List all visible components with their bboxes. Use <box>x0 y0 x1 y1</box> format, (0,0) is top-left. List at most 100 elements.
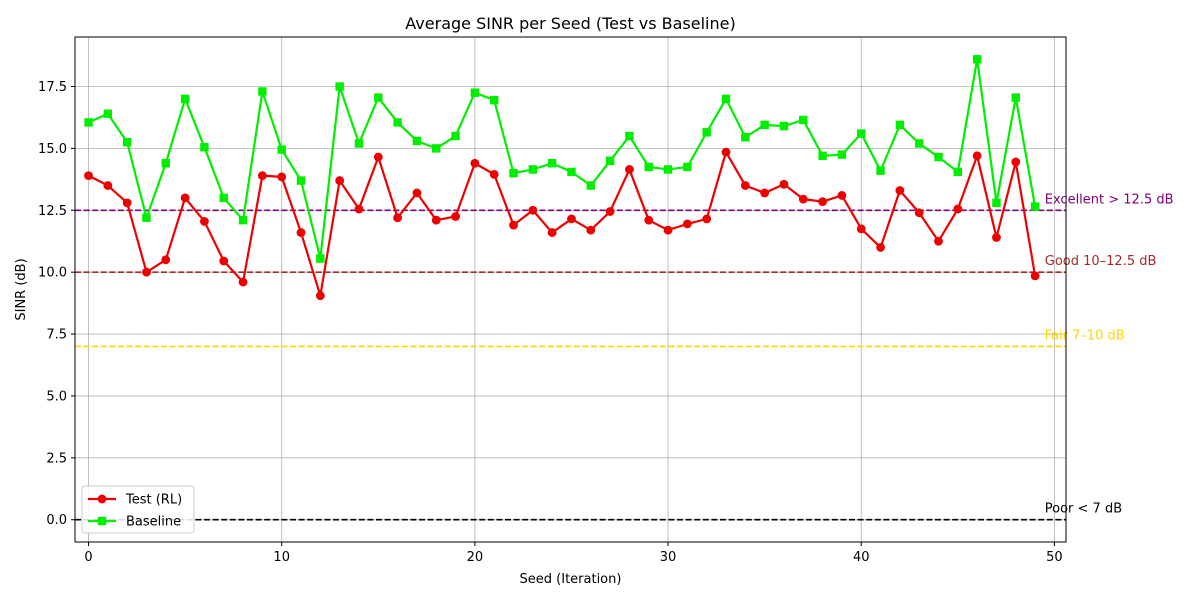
data-point-test <box>953 204 963 214</box>
data-point-test <box>914 208 924 218</box>
y-tick-label: 2.5 <box>46 451 67 466</box>
data-point-test <box>354 204 364 214</box>
data-point-baseline <box>316 254 325 263</box>
data-point-baseline <box>161 159 170 168</box>
data-point-baseline <box>122 138 132 147</box>
reference-line-label: Poor < 7 dB <box>1045 502 1122 517</box>
data-point-test <box>1011 157 1021 167</box>
series-line-test <box>88 151 1037 297</box>
y-tick-label: 5.0 <box>46 389 67 404</box>
data-point-test <box>740 181 750 190</box>
data-point-baseline <box>895 120 905 130</box>
data-point-test <box>431 215 441 225</box>
x-tick-label: 0 <box>84 550 92 565</box>
x-tick-label: 30 <box>660 550 677 565</box>
x-tick-label: 20 <box>467 550 484 565</box>
data-point-baseline <box>644 162 653 172</box>
data-point-test <box>934 236 943 246</box>
data-point-baseline <box>470 88 480 97</box>
data-point-baseline <box>180 94 190 104</box>
data-point-test <box>489 169 499 179</box>
data-point-baseline <box>818 151 827 161</box>
data-point-test <box>335 176 345 185</box>
data-point-test <box>992 233 1001 242</box>
data-point-baseline <box>335 82 344 91</box>
data-point-baseline <box>489 95 499 105</box>
data-point-baseline <box>277 145 286 154</box>
data-point-test <box>200 217 209 226</box>
data-point-baseline <box>547 159 557 168</box>
data-point-baseline <box>934 152 943 162</box>
data-point-baseline <box>84 118 93 127</box>
y-tick-label: 15.0 <box>38 142 67 157</box>
data-point-baseline <box>528 165 538 174</box>
data-point-baseline <box>683 162 692 172</box>
data-point-test <box>702 214 712 224</box>
data-point-baseline <box>258 87 267 96</box>
data-point-test <box>528 205 538 215</box>
data-point-baseline <box>567 167 576 177</box>
data-point-baseline <box>741 133 750 142</box>
data-point-test <box>509 220 518 230</box>
legend-marker-circle <box>97 494 107 504</box>
data-point-test <box>625 165 634 174</box>
data-point-test <box>644 215 654 225</box>
data-point-test <box>122 198 132 208</box>
data-point-test <box>412 188 422 198</box>
data-point-baseline <box>992 198 1001 208</box>
data-point-test <box>663 225 673 235</box>
data-point-baseline <box>702 128 711 137</box>
data-point-test <box>277 172 287 182</box>
data-point-test <box>1030 271 1040 281</box>
data-point-baseline <box>779 121 789 131</box>
legend: Test (RL) Baseline <box>81 485 195 534</box>
data-point-baseline <box>605 156 615 165</box>
data-point-baseline <box>103 109 113 118</box>
x-axis-label: Seed (Iteration) <box>520 572 622 587</box>
data-point-baseline <box>1011 93 1020 102</box>
data-point-test <box>161 255 171 265</box>
data-point-test <box>567 214 576 224</box>
reference-lines: Excellent > 12.5 dB Good 10–12.5 dB Fair 7… <box>75 192 1174 521</box>
data-point-baseline <box>412 136 422 146</box>
data-point-test <box>605 207 615 216</box>
data-point-baseline <box>914 139 924 148</box>
data-point-baseline <box>142 213 151 222</box>
data-point-test <box>895 186 905 195</box>
data-point-test <box>586 225 596 235</box>
data-point-test <box>103 181 113 190</box>
legend-entry-label: Test (RL) <box>125 493 182 508</box>
data-point-baseline <box>200 142 209 152</box>
data-point-test <box>373 152 383 162</box>
y-tick-label: 10.0 <box>38 266 67 281</box>
data-point-baseline <box>1030 202 1040 211</box>
data-point-baseline <box>972 55 982 64</box>
data-point-baseline <box>953 167 963 177</box>
data-point-baseline <box>721 94 731 104</box>
legend-entry-label: Baseline <box>126 515 181 530</box>
data-point-test <box>972 151 982 161</box>
y-tick-label: 17.5 <box>38 80 67 95</box>
data-point-baseline <box>219 193 228 203</box>
data-point-test <box>142 267 151 277</box>
data-point-test <box>547 228 557 237</box>
data-point-baseline <box>354 139 364 148</box>
axis-ticks: 0 10 20 30 40 50 0.0 2.5 5.0 7.5 10.0 12.5 15.0 17.5 <box>38 80 1063 565</box>
data-point-baseline <box>432 144 441 153</box>
data-point-baseline <box>663 165 673 174</box>
x-tick-label: 50 <box>1046 550 1063 565</box>
data-point-test <box>856 224 866 234</box>
data-point-baseline <box>238 215 248 225</box>
data-point-test <box>682 219 692 229</box>
reference-line-label: Excellent > 12.5 dB <box>1045 192 1174 207</box>
series-line-baseline <box>88 58 1037 260</box>
reference-line-label: Good 10–12.5 dB <box>1045 254 1157 269</box>
data-point-test <box>180 193 190 203</box>
data-point-baseline <box>876 166 885 175</box>
data-point-baseline <box>374 93 383 102</box>
data-point-baseline <box>760 120 769 130</box>
data-point-baseline <box>837 150 847 159</box>
data-point-test <box>876 243 885 252</box>
